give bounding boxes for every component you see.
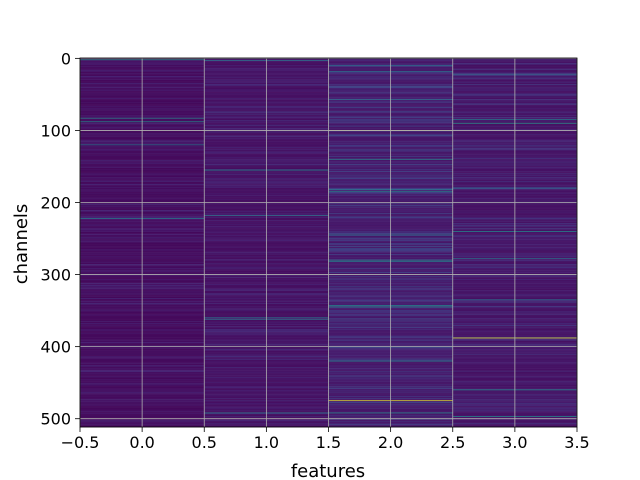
x-tick-label: 3.5 [564, 433, 589, 452]
x-tick-label: 2.0 [378, 433, 403, 452]
y-tick-label: 300 [40, 266, 71, 285]
x-tick-label: 3.0 [502, 433, 527, 452]
x-tick-label: −0.5 [61, 433, 100, 452]
y-tick-label: 500 [40, 410, 71, 429]
x-tick-label: 1.0 [254, 433, 279, 452]
x-tick-label: 0.0 [129, 433, 154, 452]
x-axis-ticks: −0.5 0.0 0.5 1.0 1.5 2.0 2.5 3.0 3.5 [61, 427, 590, 452]
y-tick-label: 0 [61, 49, 71, 68]
y-tick-label: 400 [40, 338, 71, 357]
y-axis-label: channels [11, 204, 32, 285]
x-axis-label: features [291, 461, 365, 480]
x-tick-label: 0.5 [192, 433, 217, 452]
x-tick-label: 1.5 [316, 433, 341, 452]
x-tick-label: 2.5 [440, 433, 465, 452]
y-axis-ticks: 0 100 200 300 400 500 [40, 49, 80, 429]
y-tick-label: 200 [40, 194, 71, 213]
y-tick-label: 100 [40, 121, 71, 140]
